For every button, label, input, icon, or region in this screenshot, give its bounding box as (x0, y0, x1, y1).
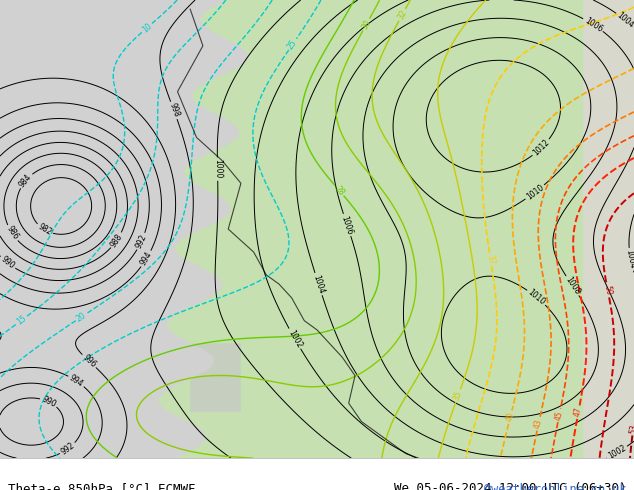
Text: 990: 990 (0, 255, 16, 271)
Text: 10: 10 (140, 22, 153, 34)
Text: 1004: 1004 (624, 249, 634, 270)
Text: 982: 982 (36, 222, 53, 237)
Text: 50: 50 (602, 285, 613, 296)
Text: Theta-e 850hPa [°C] ECMWF: Theta-e 850hPa [°C] ECMWF (8, 482, 195, 490)
Text: 35: 35 (452, 390, 464, 402)
Text: 992: 992 (134, 233, 148, 250)
Text: 988: 988 (109, 232, 124, 249)
Text: ©weatheronline.co.uk: ©weatheronline.co.uk (484, 483, 626, 490)
Text: 996: 996 (81, 353, 98, 369)
Text: 994: 994 (68, 373, 85, 389)
Text: 1002: 1002 (286, 328, 304, 349)
Text: 20: 20 (75, 311, 88, 323)
Text: 986: 986 (4, 224, 20, 242)
Text: 998: 998 (167, 102, 181, 119)
Text: 1008: 1008 (564, 275, 581, 296)
Text: We 05-06-2024 12:00 UTC (06+30): We 05-06-2024 12:00 UTC (06+30) (394, 482, 626, 490)
Text: 1002: 1002 (607, 444, 628, 461)
Text: 15: 15 (15, 314, 28, 327)
Text: 45: 45 (554, 410, 565, 421)
Text: 984: 984 (18, 172, 34, 189)
Text: 990: 990 (40, 394, 57, 409)
Text: 1004: 1004 (311, 273, 326, 294)
Text: 1006: 1006 (583, 16, 604, 34)
Text: 40: 40 (505, 411, 516, 423)
Text: 47: 47 (573, 407, 584, 418)
Text: 1012: 1012 (531, 138, 552, 158)
Text: 1004: 1004 (615, 11, 634, 30)
Text: 28: 28 (333, 184, 346, 197)
Text: 43: 43 (533, 418, 544, 430)
Text: 37: 37 (486, 254, 496, 265)
Text: 994: 994 (139, 250, 154, 268)
Text: 30: 30 (360, 18, 373, 31)
Text: 992: 992 (60, 441, 76, 457)
Text: 1010: 1010 (524, 183, 545, 201)
Text: 32: 32 (396, 8, 408, 21)
Text: 1006: 1006 (340, 214, 354, 236)
Text: 25: 25 (286, 38, 299, 51)
Text: 1000: 1000 (213, 159, 222, 179)
Text: 1010: 1010 (526, 288, 547, 307)
Text: 53: 53 (628, 423, 634, 434)
